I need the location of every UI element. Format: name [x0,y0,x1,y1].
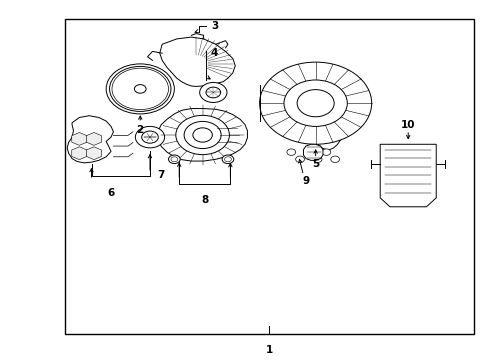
Polygon shape [86,147,101,159]
Circle shape [313,156,322,162]
Circle shape [142,131,158,143]
Text: 6: 6 [107,188,115,198]
Circle shape [304,149,313,156]
Circle shape [331,156,340,162]
Text: 7: 7 [157,170,165,180]
Circle shape [171,157,178,162]
Circle shape [287,149,295,156]
Circle shape [184,121,221,149]
Circle shape [176,115,229,155]
Text: 10: 10 [401,120,416,130]
Circle shape [297,90,334,117]
Circle shape [193,128,212,142]
Polygon shape [86,132,101,145]
Text: 3: 3 [211,21,218,31]
Ellipse shape [308,67,347,150]
Circle shape [295,156,304,162]
Circle shape [200,82,227,103]
Circle shape [224,157,231,162]
Polygon shape [67,116,114,163]
Bar [65,19,474,334]
Text: 2: 2 [137,125,144,135]
Circle shape [206,87,220,98]
Circle shape [169,155,180,163]
Circle shape [129,81,151,97]
Text: 5: 5 [312,159,319,169]
Circle shape [134,85,146,93]
Text: 8: 8 [201,195,208,204]
Circle shape [284,80,347,126]
Polygon shape [158,109,247,161]
Polygon shape [72,147,87,159]
Text: 9: 9 [302,176,310,186]
Circle shape [260,62,372,144]
Circle shape [122,76,158,102]
Circle shape [322,149,331,156]
Polygon shape [303,144,323,160]
Polygon shape [380,144,436,207]
Text: 4: 4 [211,48,218,58]
Text: 1: 1 [266,345,273,355]
Circle shape [222,155,234,163]
Polygon shape [72,132,87,145]
Circle shape [116,71,165,107]
Circle shape [135,126,165,148]
Circle shape [133,84,147,94]
Circle shape [112,68,169,110]
Polygon shape [160,37,235,86]
Circle shape [126,78,154,99]
Circle shape [119,73,162,104]
